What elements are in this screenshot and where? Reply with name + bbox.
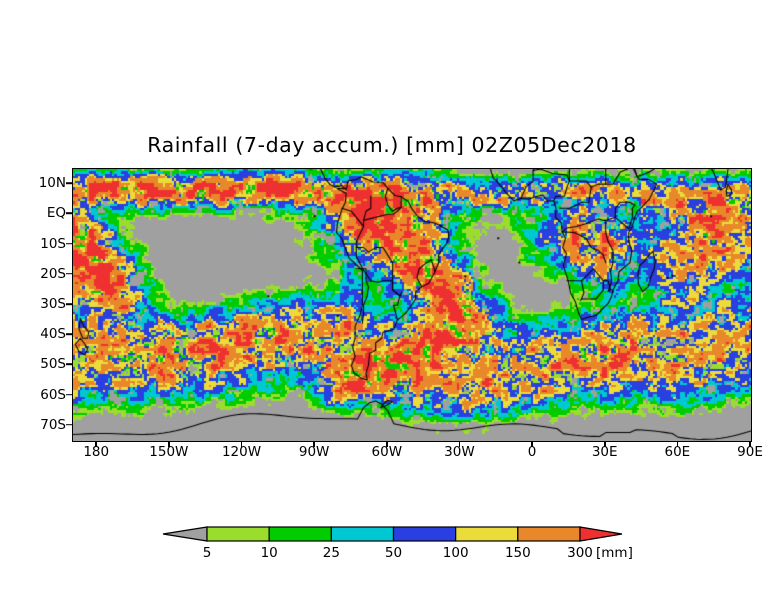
x-tick-label: 30W <box>444 444 475 460</box>
y-tick-label: 40S <box>40 326 66 343</box>
x-tick-label: 120W <box>221 444 262 460</box>
y-tick-label: 10N <box>38 175 66 192</box>
y-tick-label: 50S <box>40 356 66 373</box>
colorbar-tick-label: 300 <box>567 545 593 561</box>
x-tick-mark <box>95 441 97 447</box>
x-tick-mark <box>676 441 679 447</box>
colorbar-tick-label: 10 <box>260 545 278 561</box>
x-tick-label: 60W <box>371 444 403 460</box>
x-tick-label: 60E <box>664 444 691 460</box>
colorbar-over-arrow <box>579 526 623 542</box>
colorbar-tick-label: 150 <box>504 545 531 561</box>
y-tick-mark <box>66 272 72 275</box>
x-tick-label: 150W <box>149 444 189 460</box>
x-tick-mark <box>603 441 606 447</box>
page-title: Rainfall (7-day accum.) [mm] 02Z05Dec201… <box>147 133 637 157</box>
x-tick-mark <box>168 441 170 447</box>
rainfall-heatmap <box>73 169 751 441</box>
x-tick-label: 90E <box>737 444 763 460</box>
colorbar-segment <box>268 526 332 542</box>
colorbar-segment <box>392 526 457 542</box>
x-tick-label: 30E <box>591 444 618 460</box>
x-tick-mark <box>458 441 461 447</box>
x-tick-mark <box>313 441 315 447</box>
y-tick-label: 20S <box>40 265 66 282</box>
y-tick-mark <box>66 182 72 184</box>
colorbar-tick-label: 5 <box>202 545 212 561</box>
colorbar-under-arrow <box>162 526 208 542</box>
y-tick-label: 60S <box>40 386 66 403</box>
x-tick-mark <box>531 441 533 447</box>
colorbar-swatches <box>162 526 623 542</box>
y-tick-label: 70S <box>40 416 66 433</box>
colorbar-segment <box>517 526 581 542</box>
colorbar-unit-label: [mm] <box>596 545 633 561</box>
colorbar-segment <box>206 526 270 542</box>
x-tick-label: 90W <box>298 444 330 460</box>
y-tick-label: EQ <box>46 205 66 222</box>
y-tick-mark <box>66 333 72 336</box>
colorbar-segment <box>455 526 519 542</box>
y-tick-label: 30S <box>40 296 66 312</box>
map-plot-area <box>72 168 752 442</box>
x-tick-label: 0 <box>527 444 537 460</box>
y-tick-mark <box>66 393 72 396</box>
y-tick-label: 10S <box>40 235 66 252</box>
y-tick-mark <box>66 242 72 245</box>
y-tick-mark <box>66 212 72 215</box>
x-tick-label: 180 <box>83 444 110 460</box>
x-tick-mark <box>240 441 243 447</box>
colorbar-tick-label: 100 <box>442 545 469 561</box>
colorbar-segment <box>330 526 395 542</box>
x-tick-mark <box>749 441 751 447</box>
colorbar-tick-label: 25 <box>322 545 340 561</box>
y-tick-mark <box>66 303 72 305</box>
y-tick-mark <box>66 424 72 426</box>
x-tick-mark <box>385 441 388 447</box>
colorbar-tick-label: 50 <box>384 545 403 561</box>
y-tick-mark <box>66 363 72 366</box>
